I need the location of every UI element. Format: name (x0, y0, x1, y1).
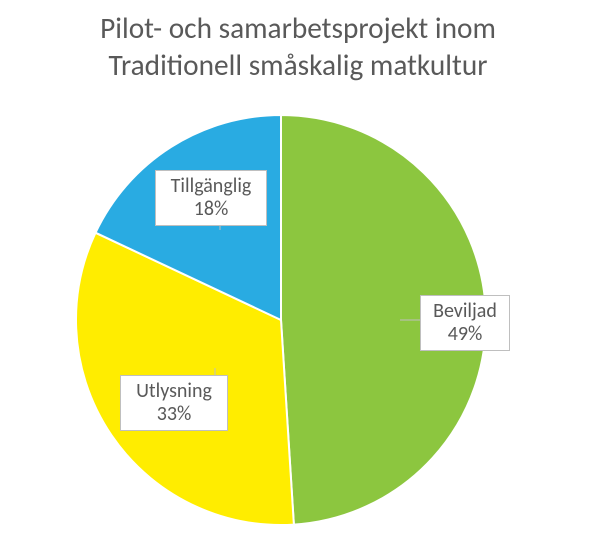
callout-utlysning-label: Utlysning (129, 380, 219, 403)
callout-tillganglig-label: Tillgänglig (164, 175, 258, 198)
callout-tillganglig-percent: 18% (164, 198, 258, 221)
callout-tillganglig: Tillgänglig 18% (155, 170, 267, 226)
callout-utlysning-percent: 33% (129, 403, 219, 426)
pie-chart-container: Pilot- och samarbetsprojekt inom Traditi… (0, 0, 596, 554)
callout-utlysning: Utlysning 33% (120, 375, 228, 431)
callout-beviljad-percent: 49% (429, 323, 501, 346)
pie-svg (0, 0, 596, 554)
callout-beviljad-label: Beviljad (429, 300, 501, 323)
callout-beviljad: Beviljad 49% (420, 295, 510, 351)
